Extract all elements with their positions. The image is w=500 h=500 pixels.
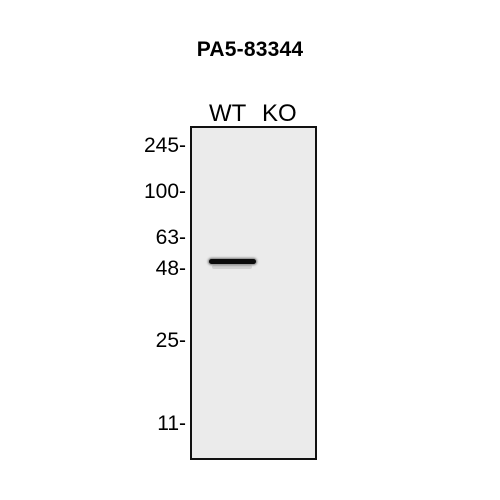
mw-marker-25: 25- bbox=[155, 329, 186, 352]
mw-marker-48: 48- bbox=[155, 257, 186, 280]
band-smear bbox=[212, 265, 252, 269]
mw-marker-245: 245- bbox=[143, 134, 186, 157]
mw-marker-100: 100- bbox=[143, 180, 186, 203]
blot-membrane bbox=[190, 126, 317, 460]
lane-label-ko: KO bbox=[262, 100, 297, 127]
protein-band-wt bbox=[209, 259, 256, 264]
mw-marker-63: 63- bbox=[155, 226, 186, 249]
mw-marker-11: 11- bbox=[157, 412, 186, 435]
lane-label-wt: WT bbox=[209, 100, 247, 127]
figure-title: PA5-83344 bbox=[196, 38, 304, 61]
